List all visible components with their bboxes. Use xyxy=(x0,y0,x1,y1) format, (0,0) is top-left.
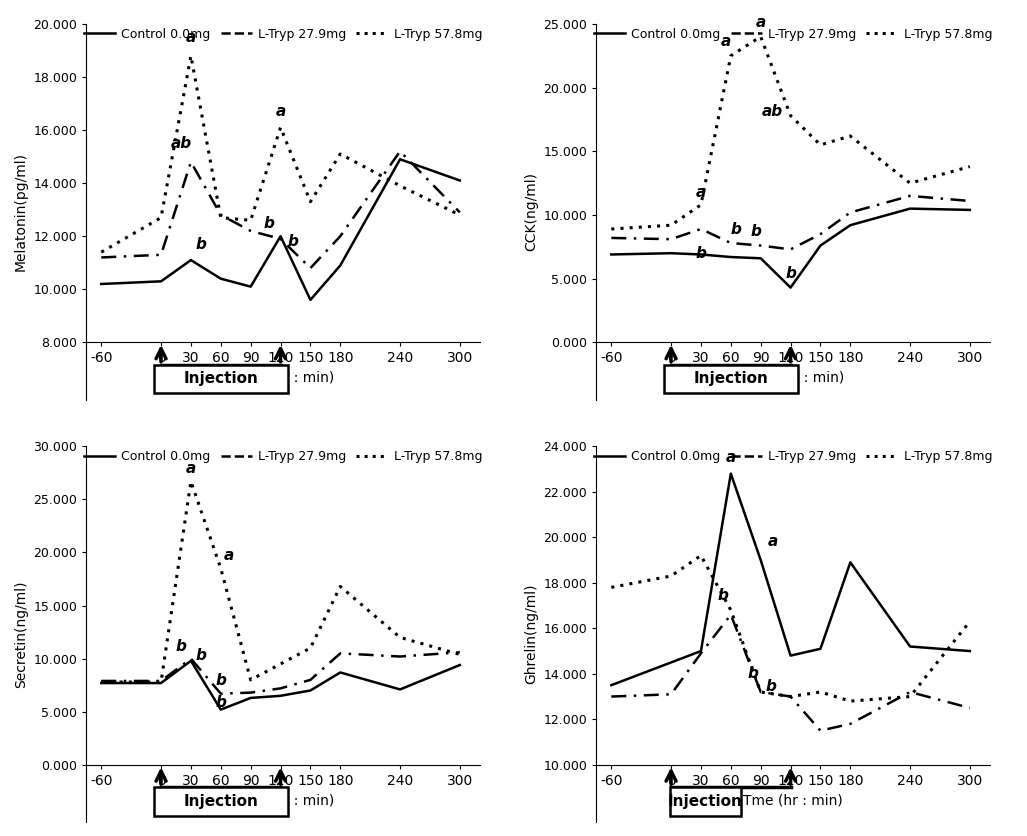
Text: ab: ab xyxy=(170,136,191,151)
Legend: Control 0.0mg, L-Tryp 27.9mg, L-Tryp 57.8mg: Control 0.0mg, L-Tryp 27.9mg, L-Tryp 57.… xyxy=(79,445,487,468)
Y-axis label: Melatonin(pg/ml): Melatonin(pg/ml) xyxy=(14,152,28,272)
Text: b: b xyxy=(748,665,758,681)
Text: b: b xyxy=(195,237,206,252)
X-axis label: Tme (hr : min): Tme (hr : min) xyxy=(744,793,843,808)
X-axis label: Time (hr : min): Time (hr : min) xyxy=(741,371,844,385)
Legend: Control 0.0mg, L-Tryp 27.9mg, L-Tryp 57.8mg: Control 0.0mg, L-Tryp 27.9mg, L-Tryp 57.… xyxy=(588,23,997,46)
Legend: Control 0.0mg, L-Tryp 27.9mg, L-Tryp 57.8mg: Control 0.0mg, L-Tryp 27.9mg, L-Tryp 57.… xyxy=(79,23,487,46)
Text: a: a xyxy=(756,15,766,30)
FancyBboxPatch shape xyxy=(670,787,741,816)
X-axis label: Time (hr : min): Time (hr : min) xyxy=(231,793,335,808)
Text: Injection: Injection xyxy=(184,371,258,386)
Text: b: b xyxy=(176,640,186,655)
Text: a: a xyxy=(275,104,286,120)
Text: Injection: Injection xyxy=(693,371,768,386)
Text: b: b xyxy=(785,266,796,281)
X-axis label: Time (hr : min): Time (hr : min) xyxy=(231,371,335,385)
Text: b: b xyxy=(288,234,298,249)
Text: a: a xyxy=(186,30,196,45)
Y-axis label: CCK(ng/ml): CCK(ng/ml) xyxy=(524,172,538,252)
Y-axis label: Ghrelin(ng/ml): Ghrelin(ng/ml) xyxy=(524,584,538,685)
Text: b: b xyxy=(216,673,226,688)
Text: b: b xyxy=(751,224,761,239)
Text: b: b xyxy=(263,216,274,231)
Text: b: b xyxy=(730,222,741,237)
Text: b: b xyxy=(765,680,776,694)
Text: b: b xyxy=(718,589,728,604)
Text: a: a xyxy=(721,34,731,49)
Text: a: a xyxy=(186,461,196,476)
FancyBboxPatch shape xyxy=(663,364,798,393)
Y-axis label: Secretin(ng/ml): Secretin(ng/ml) xyxy=(14,580,28,688)
FancyBboxPatch shape xyxy=(154,787,288,816)
Text: a: a xyxy=(696,185,707,200)
Text: b: b xyxy=(216,695,226,710)
Text: ab: ab xyxy=(762,104,784,120)
Text: b: b xyxy=(195,648,206,663)
Text: a: a xyxy=(767,533,777,548)
Text: a: a xyxy=(726,450,736,465)
Legend: Control 0.0mg, L-Tryp 27.9mg, L-Tryp 57.8mg: Control 0.0mg, L-Tryp 27.9mg, L-Tryp 57.… xyxy=(588,445,997,468)
Text: Injection: Injection xyxy=(668,794,743,809)
Text: a: a xyxy=(224,548,234,563)
Text: b: b xyxy=(695,246,707,261)
FancyBboxPatch shape xyxy=(154,364,288,393)
Text: Injection: Injection xyxy=(184,794,258,809)
